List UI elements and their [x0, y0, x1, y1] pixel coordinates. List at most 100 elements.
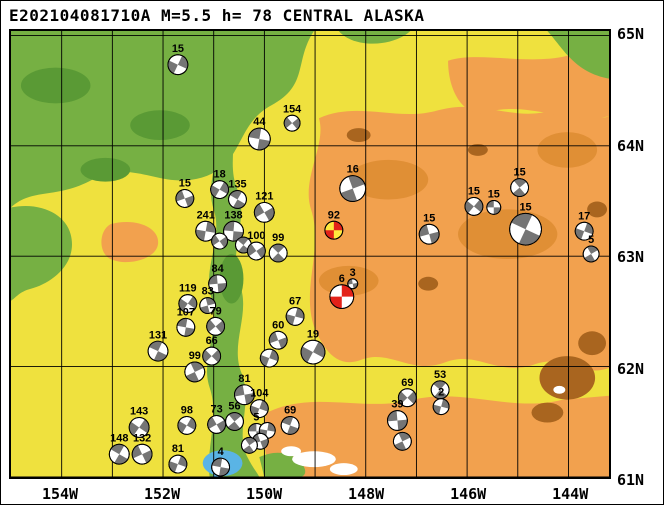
beachball-rim [285, 307, 305, 326]
focal-mechanism[interactable]: 2 [431, 387, 450, 417]
focal-mechanism[interactable]: 69 [279, 405, 302, 437]
terrain-peak [467, 143, 488, 156]
beachball [195, 220, 217, 242]
focal-mechanism[interactable]: 16 [336, 164, 369, 205]
beachball [225, 412, 244, 431]
beachball-quadrants [324, 221, 343, 240]
beachball [386, 410, 408, 431]
beachball-rim [510, 178, 530, 198]
focal-mechanism[interactable]: 67 [284, 296, 306, 328]
focal-mechanism[interactable] [209, 230, 231, 252]
focal-mechanism[interactable]: 6 [329, 273, 355, 310]
focal-mechanism[interactable]: 107 [175, 306, 196, 337]
focal-mechanism[interactable]: 15 [165, 43, 191, 78]
focal-mechanism[interactable]: 3 [347, 267, 359, 290]
focal-mechanism[interactable]: 79 [203, 305, 228, 338]
focal-mechanism[interactable] [258, 347, 281, 370]
focal-mechanism[interactable]: 15 [461, 186, 486, 219]
focal-mechanism[interactable]: 44 [247, 116, 272, 151]
focal-mechanism[interactable]: 148 [106, 432, 133, 467]
focal-mechanism[interactable]: 69 [395, 377, 420, 410]
beachball [128, 417, 150, 438]
focal-mechanism[interactable]: 15 [417, 212, 441, 246]
focal-mechanism[interactable]: 19 [297, 328, 329, 368]
focal-mechanism[interactable]: 15 [173, 178, 196, 210]
focal-mechanism[interactable]: 83 [198, 286, 217, 316]
beachball-quadrants [301, 341, 325, 363]
beachball [574, 221, 594, 241]
focal-mechanism[interactable]: 99 [266, 232, 291, 265]
focal-mechanism[interactable]: 81 [166, 443, 189, 475]
terrain-glacier [553, 385, 566, 394]
focal-mechanism[interactable]: 92 [324, 209, 344, 240]
depth-label: 99 [189, 350, 201, 362]
focal-mechanism[interactable]: 154 [281, 103, 303, 134]
focal-mechanism[interactable]: 241 [194, 209, 217, 242]
focal-mechanism[interactable]: 135 [225, 179, 249, 212]
focal-mechanism[interactable]: 100 [244, 230, 269, 263]
terrain-lowland-top [338, 31, 411, 44]
beachball [418, 223, 440, 245]
focal-mechanism[interactable]: 53 [428, 369, 453, 402]
beachball [228, 190, 247, 209]
beachball-quadrants [512, 178, 527, 197]
focal-mechanism[interactable]: 18 [207, 169, 231, 202]
focal-mechanism[interactable]: 81 [233, 373, 256, 406]
focal-mechanism[interactable] [238, 434, 260, 456]
focal-mechanism[interactable]: 4 [210, 446, 231, 477]
focal-mechanism[interactable]: 15 [507, 167, 532, 200]
focal-mechanism[interactable] [391, 429, 415, 453]
focal-mechanism[interactable]: 15 [486, 189, 502, 215]
beachball-rim [418, 223, 440, 245]
focal-mechanism[interactable]: 119 [175, 283, 200, 316]
beachball-rim [208, 274, 228, 294]
beachball-rim [280, 416, 300, 435]
beachball-rim [175, 189, 195, 208]
beachball-rim [324, 220, 344, 240]
terrain-highland-south [263, 395, 609, 477]
beachball-quadrants [347, 278, 358, 289]
lat-tick-label: 61N [617, 471, 645, 489]
terrain-ridge [348, 159, 429, 200]
depth-label: 15 [488, 189, 500, 201]
beachball-quadrants [195, 221, 216, 241]
beachball-quadrants [250, 400, 269, 417]
focal-mechanism[interactable]: 99 [182, 350, 208, 385]
terrain-glacier [292, 451, 336, 468]
terrain-glacier [281, 446, 302, 457]
beachball-rim [207, 415, 227, 434]
focal-mechanism[interactable]: 98 [175, 405, 199, 438]
focal-mechanism[interactable]: 132 [129, 432, 155, 467]
focal-mechanism[interactable]: 5 [580, 234, 602, 265]
beachball-rim [211, 457, 231, 477]
beachball-quadrants [340, 175, 365, 202]
beachball [329, 284, 355, 310]
focal-mechanism[interactable]: 60 [267, 319, 290, 351]
beachball-quadrants [129, 419, 150, 436]
depth-label: 79 [210, 305, 222, 317]
depth-label: 92 [328, 209, 340, 221]
depth-label: 5 [253, 412, 259, 424]
focal-mechanism[interactable]: 121 [251, 190, 278, 225]
focal-mechanism[interactable]: 17 [573, 210, 596, 242]
focal-mechanism[interactable]: 66 [199, 335, 224, 368]
beachball-quadrants [387, 410, 408, 431]
focal-mechanism[interactable]: 131 [145, 329, 171, 364]
focal-mechanism[interactable]: 143 [125, 406, 153, 442]
map-canvas[interactable]: 15 44 154 16 15 18 135 121 92 15 15 15 15 17 5 15 241 138… [9, 29, 611, 479]
beachball-rim [206, 316, 226, 336]
focal-mechanism[interactable]: 104 [248, 388, 271, 420]
focal-mechanism[interactable]: 138 [223, 209, 245, 242]
focal-mechanism[interactable]: 15 [504, 201, 546, 250]
focal-mechanism[interactable]: 56 [222, 401, 247, 434]
lon-tick-label: 154W [41, 485, 79, 503]
beachball-rim [108, 443, 130, 465]
beachball-quadrants [394, 432, 411, 451]
depth-label: 99 [272, 232, 284, 244]
focal-mechanism[interactable]: 84 [208, 263, 228, 294]
beachball-rim [184, 361, 206, 383]
focal-mechanism[interactable]: 73 [204, 404, 228, 437]
depth-label: 15 [519, 201, 531, 213]
depth-label: 19 [307, 328, 319, 340]
focal-mechanism[interactable]: 39 [386, 399, 409, 432]
